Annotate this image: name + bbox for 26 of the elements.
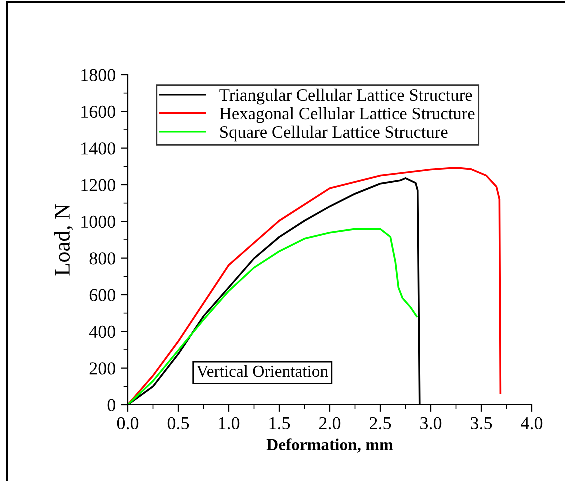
x-tick-label: 4.0 [521,417,543,430]
y-tick-label: 1000 [82,216,116,228]
y-tick-label: 0 [108,399,116,412]
y-tick-label: 200 [90,362,116,375]
legend-label: Hexagonal Cellular Lattice Structure [220,107,475,124]
line-series [128,228,418,405]
y-tick-label: 1200 [82,179,116,192]
x-tick-label: 3.0 [420,417,442,430]
annotation: Vertical Orientation [196,365,328,378]
legend-label: Triangular Cellular Lattice Structure [220,88,472,105]
y-tick-label: 1600 [82,106,116,118]
y-tick-label: 800 [90,252,116,265]
x-tick-label: 2.5 [370,417,392,430]
x-tick-label: 0.5 [168,417,190,430]
y-tick-label: 600 [90,289,116,302]
legend-label: Square Cellular Lattice Structure [220,126,448,142]
y-tick-label: 1800 [82,69,116,82]
y-axis-title: Load, N [54,204,74,276]
x-tick-label: 0.0 [117,417,139,430]
x-tick-label: 3.5 [471,417,492,430]
x-axis-title: Deformation, mm [266,438,394,453]
x-tick-label: 1.0 [219,417,240,430]
x-tick-label: 1.5 [270,417,290,430]
y-tick-label: 400 [89,326,116,338]
y-tick-label: 1400 [82,142,116,155]
x-tick-label: 2.0 [320,417,341,430]
